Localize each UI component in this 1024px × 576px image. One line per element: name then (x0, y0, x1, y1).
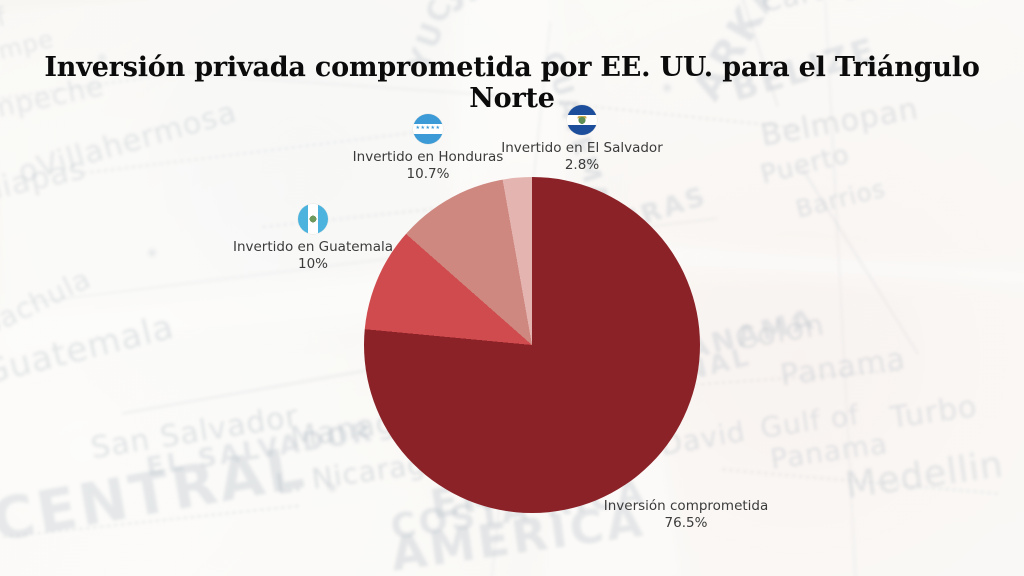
callout-el-salvador-value: 2.8% (564, 157, 600, 173)
callout-honduras: ★★★★★ Invertido en Honduras 10.7% (338, 114, 518, 183)
callout-el-salvador: Invertido en El Salvador 2.8% (487, 105, 677, 174)
callout-guatemala-value: 10% (297, 256, 328, 272)
elsalvador-flag-icon (567, 105, 597, 135)
callout-honduras-label: Invertido en Honduras (352, 149, 504, 165)
pie-chart (364, 177, 700, 513)
page-title: Inversión privada comprometida por EE. U… (44, 52, 980, 114)
callout-guatemala: Invertido en Guatemala 10% (222, 204, 404, 273)
callout-total-committed: Inversión comprometida 76.5% (566, 498, 806, 532)
guatemala-flag-icon (298, 204, 328, 234)
pie-slices (364, 177, 700, 513)
callout-el-salvador-label: Invertido en El Salvador (501, 140, 663, 156)
callout-total-value: 76.5% (664, 515, 708, 531)
callout-honduras-value: 10.7% (406, 166, 450, 182)
callout-guatemala-label: Invertido en Guatemala (232, 239, 394, 255)
callout-total-label: Inversión comprometida (603, 498, 769, 514)
honduras-flag-icon: ★★★★★ (413, 114, 443, 144)
